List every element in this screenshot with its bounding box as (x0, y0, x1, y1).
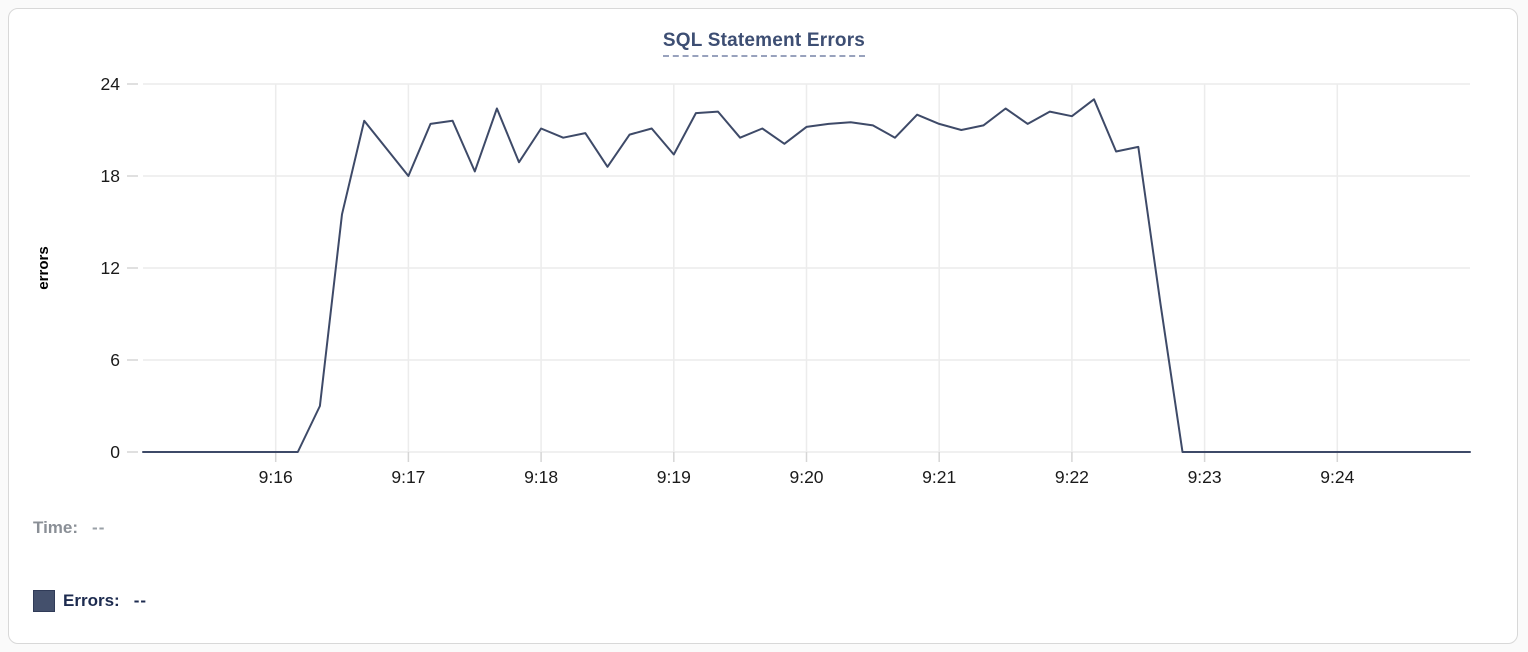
tooltip-time-row: Time: -- (33, 518, 105, 538)
time-label: Time: (33, 518, 79, 537)
errors-chart-svg: 0 6 12 18 24 9:16 9:17 9:18 9:19 9:20 9:21 9:22 9:23… (35, 74, 1471, 487)
x-tick-label: 9:21 (922, 467, 956, 487)
y-tick-label: 6 (110, 350, 120, 370)
chart-title[interactable]: SQL Statement Errors (662, 30, 866, 57)
x-tick-label: 9:17 (391, 467, 425, 487)
x-tick-label: 9:23 (1188, 467, 1222, 487)
y-tick-label: 12 (101, 258, 120, 278)
errors-value: -- (133, 591, 148, 610)
y-axis-title: errors (35, 246, 52, 289)
y-tick-label: 24 (101, 74, 121, 94)
errors-label: Errors: (63, 591, 120, 610)
x-tick-label: 9:19 (657, 467, 691, 487)
x-tick-label: 9:18 (524, 467, 558, 487)
chart-header: SQL Statement Errors (0, 30, 1528, 57)
legend-errors-row: Errors: -- (33, 590, 147, 612)
time-value: -- (92, 518, 106, 537)
errors-line-series (142, 98, 1471, 453)
x-tick-label: 9:20 (789, 467, 823, 487)
y-tick-label: 18 (101, 166, 120, 186)
y-tick-label: 0 (110, 442, 120, 462)
errors-legend-swatch (33, 590, 55, 612)
x-tick-label: 9:24 (1320, 467, 1354, 487)
x-tick-label: 9:22 (1055, 467, 1089, 487)
x-tick-label: 9:16 (259, 467, 293, 487)
chart-card (8, 8, 1518, 644)
